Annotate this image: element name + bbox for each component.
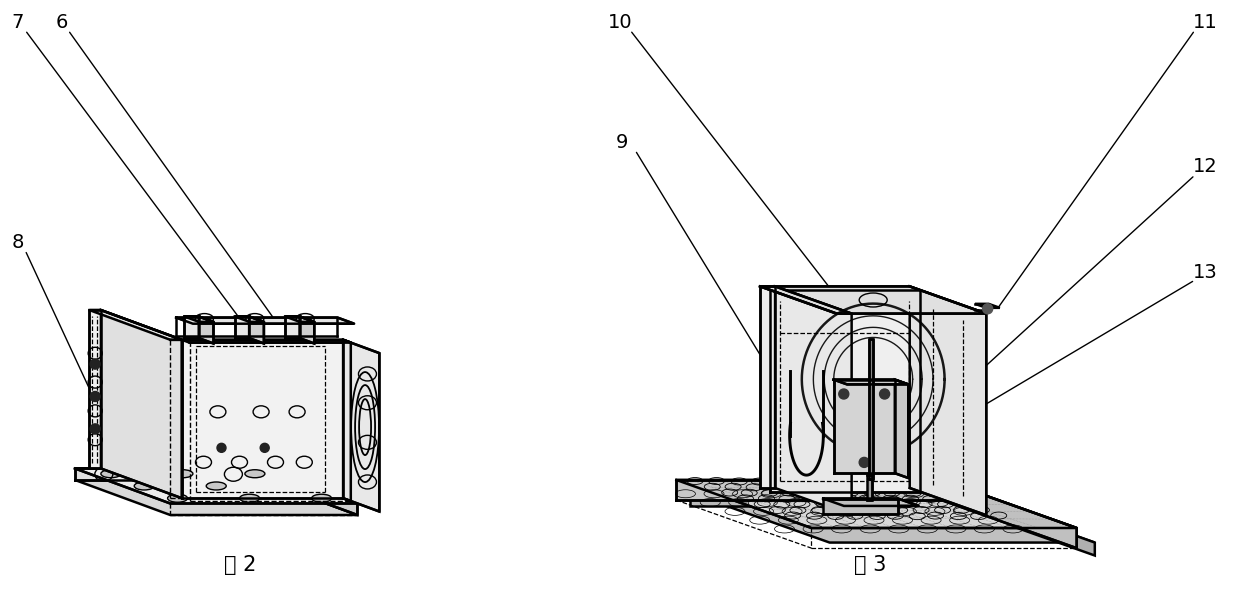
Ellipse shape	[244, 470, 265, 478]
Polygon shape	[775, 287, 852, 515]
Polygon shape	[176, 318, 355, 324]
Polygon shape	[74, 469, 357, 503]
Polygon shape	[234, 316, 249, 338]
Circle shape	[91, 424, 100, 434]
Polygon shape	[833, 380, 908, 384]
Polygon shape	[869, 339, 873, 479]
Polygon shape	[249, 316, 264, 343]
Text: 图 2: 图 2	[223, 555, 257, 575]
Circle shape	[217, 444, 226, 453]
Text: 8: 8	[12, 232, 25, 251]
Polygon shape	[770, 290, 920, 491]
Circle shape	[91, 359, 100, 369]
Text: 12: 12	[1193, 158, 1218, 177]
Polygon shape	[74, 480, 357, 515]
Polygon shape	[760, 287, 986, 313]
Polygon shape	[343, 340, 379, 512]
Polygon shape	[74, 469, 262, 480]
Text: 13: 13	[1193, 263, 1218, 282]
Polygon shape	[955, 493, 1095, 556]
Polygon shape	[89, 310, 182, 340]
Polygon shape	[760, 287, 852, 313]
Circle shape	[879, 389, 889, 399]
Text: 11: 11	[1193, 13, 1218, 32]
Polygon shape	[689, 493, 1095, 543]
Polygon shape	[975, 304, 999, 308]
Polygon shape	[823, 498, 898, 513]
Text: 9: 9	[616, 133, 629, 152]
Polygon shape	[182, 340, 343, 498]
Polygon shape	[89, 310, 100, 469]
Circle shape	[91, 392, 100, 401]
Polygon shape	[689, 493, 955, 506]
Polygon shape	[867, 475, 872, 500]
Polygon shape	[941, 480, 1076, 548]
Circle shape	[859, 457, 869, 467]
Text: 10: 10	[608, 13, 632, 32]
Polygon shape	[234, 316, 264, 322]
Polygon shape	[185, 316, 198, 338]
Polygon shape	[185, 316, 213, 322]
Polygon shape	[285, 316, 300, 338]
Ellipse shape	[206, 482, 226, 490]
Circle shape	[982, 304, 993, 314]
Polygon shape	[285, 316, 314, 322]
Ellipse shape	[134, 482, 154, 490]
Text: 6: 6	[56, 13, 68, 32]
Polygon shape	[182, 340, 351, 343]
Polygon shape	[676, 480, 1076, 528]
Polygon shape	[676, 480, 941, 500]
Polygon shape	[823, 498, 919, 506]
Polygon shape	[760, 287, 775, 488]
Circle shape	[838, 389, 849, 399]
Polygon shape	[343, 340, 351, 501]
Polygon shape	[100, 310, 182, 498]
Text: 图 3: 图 3	[854, 555, 887, 575]
Ellipse shape	[311, 494, 331, 502]
Ellipse shape	[239, 494, 259, 502]
Ellipse shape	[100, 470, 120, 478]
Ellipse shape	[167, 494, 187, 502]
Text: 7: 7	[12, 13, 25, 32]
Polygon shape	[910, 287, 986, 515]
Polygon shape	[895, 380, 908, 478]
Polygon shape	[300, 316, 314, 343]
Circle shape	[260, 444, 269, 453]
Polygon shape	[198, 316, 213, 343]
Ellipse shape	[172, 470, 193, 478]
Polygon shape	[833, 380, 895, 473]
Polygon shape	[262, 469, 357, 515]
